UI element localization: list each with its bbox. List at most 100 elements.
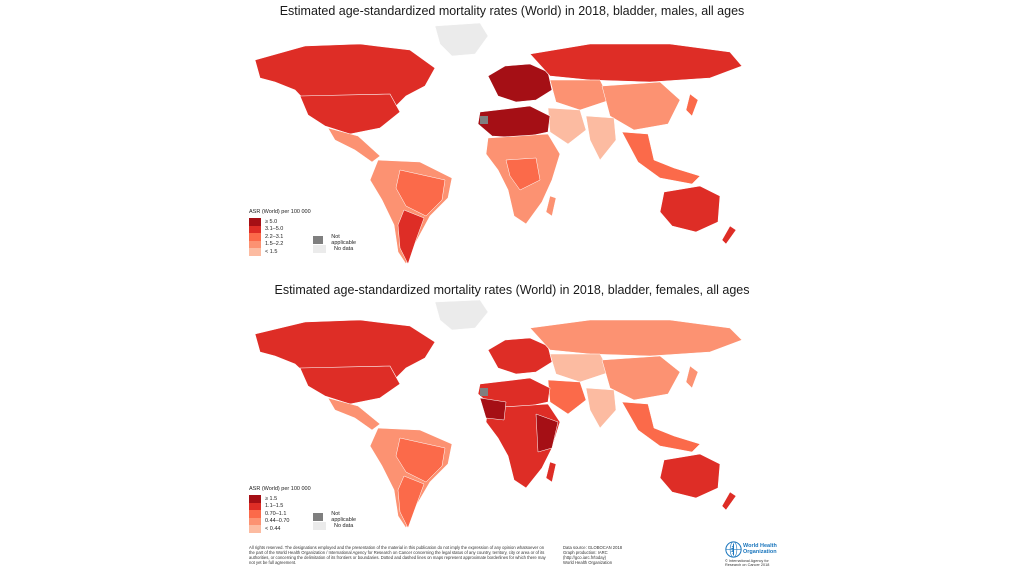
legend-swatch	[249, 502, 261, 510]
legend-label: No data	[334, 245, 354, 252]
legend-not-applicable: Not applicable	[313, 510, 359, 523]
central-asia-region	[549, 353, 611, 383]
legend-class: 3.1–5.0	[249, 225, 311, 233]
central-america-region	[327, 397, 381, 431]
legend-swatch	[249, 525, 261, 533]
legend-label: Not applicable	[331, 510, 357, 523]
legend-swatch	[313, 244, 326, 253]
europe-region	[487, 63, 553, 103]
source-link[interactable]: (http://gco.iarc.fr/today)	[563, 555, 607, 560]
middle-east-region	[547, 107, 587, 145]
who-name-line: Organization	[743, 549, 777, 555]
legend-label: ≥ 5.0	[265, 218, 278, 225]
australia-region	[659, 453, 721, 499]
legend-extra: Not applicable No data	[313, 233, 359, 253]
legend-class: 0.44–0.70	[249, 517, 311, 525]
argentina-region	[397, 475, 425, 529]
china-region	[601, 355, 681, 401]
legend-label: < 1.5	[265, 248, 278, 255]
legend-swatch	[249, 510, 261, 518]
legend-class: 2.2–3.1	[249, 233, 311, 241]
who-emblem-icon	[725, 541, 742, 558]
legend-title: ASR (World) per 100 000	[249, 209, 311, 215]
russia-region	[529, 43, 743, 83]
russia-region	[529, 319, 743, 357]
legend-label: 1.5–2.2	[265, 241, 284, 248]
source-line: Data source: GLOBOCAN 2018	[563, 545, 623, 550]
argentina-region	[397, 209, 425, 265]
legend-label: 0.44–0.70	[265, 518, 290, 525]
brazil-region	[395, 169, 446, 217]
copyright-line: © International Agency for	[725, 559, 769, 563]
legend-no-data: No data	[313, 244, 359, 253]
legend-class: 1.1–1.5	[249, 502, 311, 510]
legend-label: ≥ 1.5	[265, 495, 278, 502]
map-title-females: Estimated age-standardized mortality rat…	[274, 283, 750, 297]
legend-label: 2.2–3.1	[265, 233, 284, 240]
legend-label: 0.70–1.1	[265, 510, 287, 517]
japan-region	[685, 365, 699, 389]
who-name: World Health Organization	[743, 543, 777, 555]
copyright: © International Agency for Research on C…	[725, 559, 769, 568]
footer-disclaimer: All rights reserved. The designations em…	[249, 545, 546, 565]
legend-swatch	[249, 218, 261, 226]
legend-label: 1.1–1.5	[265, 503, 284, 510]
legend-swatch	[249, 233, 261, 241]
madagascar-region	[545, 195, 557, 217]
south-asia-region	[585, 387, 617, 429]
new-zealand-region	[721, 491, 737, 511]
legend-class: ≥ 5.0	[249, 218, 311, 226]
footer-source: Data source: GLOBOCAN 2018 Graph product…	[563, 545, 673, 565]
japan-region	[685, 93, 699, 117]
world-map-males	[254, 22, 743, 265]
legend-swatch	[313, 512, 324, 521]
southeast-asia-region	[621, 131, 701, 185]
china-region	[601, 81, 681, 131]
brazil-region	[395, 437, 446, 483]
usa-region	[299, 365, 401, 405]
legend-swatch	[249, 225, 261, 233]
central-africa-region	[505, 157, 541, 191]
legend-no-data: No data	[313, 521, 359, 530]
legend-class: ≥ 1.5	[249, 495, 311, 503]
legend-swatch	[249, 240, 261, 248]
copyright-line: Research on Cancer 2018	[725, 563, 770, 568]
legend-class: 0.70–1.1	[249, 510, 311, 518]
legend-swatch	[249, 517, 261, 525]
legend-class: < 0.44	[249, 525, 311, 533]
legend-swatch	[249, 495, 261, 503]
legend-label: No data	[334, 522, 354, 529]
legend-not-applicable: Not applicable	[313, 233, 359, 246]
legend-swatch	[313, 235, 324, 244]
map-title-males: Estimated age-standardized mortality rat…	[279, 4, 745, 18]
legend-label: Not applicable	[331, 233, 357, 246]
usa-region	[299, 93, 401, 135]
legend-extra: Not applicable No data	[313, 510, 359, 530]
legend-females: ASR (World) per 100 000 ≥ 1.5 1.1–1.5 0.…	[249, 486, 356, 533]
central-america-region	[327, 127, 381, 163]
source-line: Graph production: IARC	[563, 550, 608, 555]
greenland-region	[434, 22, 489, 57]
europe-region	[487, 337, 553, 375]
world-map-females	[254, 299, 743, 529]
legend-label: < 0.44	[265, 525, 281, 532]
western-sahara-region	[480, 388, 488, 396]
legend-class: < 1.5	[249, 248, 311, 256]
madagascar-region	[545, 461, 557, 483]
legend-title: ASR (World) per 100 000	[249, 486, 311, 492]
legend-label: 3.1–5.0	[265, 226, 284, 233]
australia-region	[659, 185, 721, 233]
central-asia-region	[549, 79, 611, 111]
south-asia-region	[585, 115, 617, 161]
greenland-region	[434, 299, 489, 331]
north-africa-region	[477, 105, 551, 139]
legend-swatch	[249, 248, 261, 256]
who-logo: World Health Organization © Internationa…	[725, 541, 785, 571]
legend-males: ASR (World) per 100 000 ≥ 5.0 3.1–5.0 2.…	[249, 209, 356, 256]
middle-east-region	[547, 379, 587, 415]
legend-class: 1.5–2.2	[249, 240, 311, 248]
western-sahara-region	[480, 116, 488, 124]
legend-swatch	[313, 521, 326, 530]
source-line: World Health Organization	[563, 560, 613, 565]
east-africa-region	[535, 413, 559, 453]
